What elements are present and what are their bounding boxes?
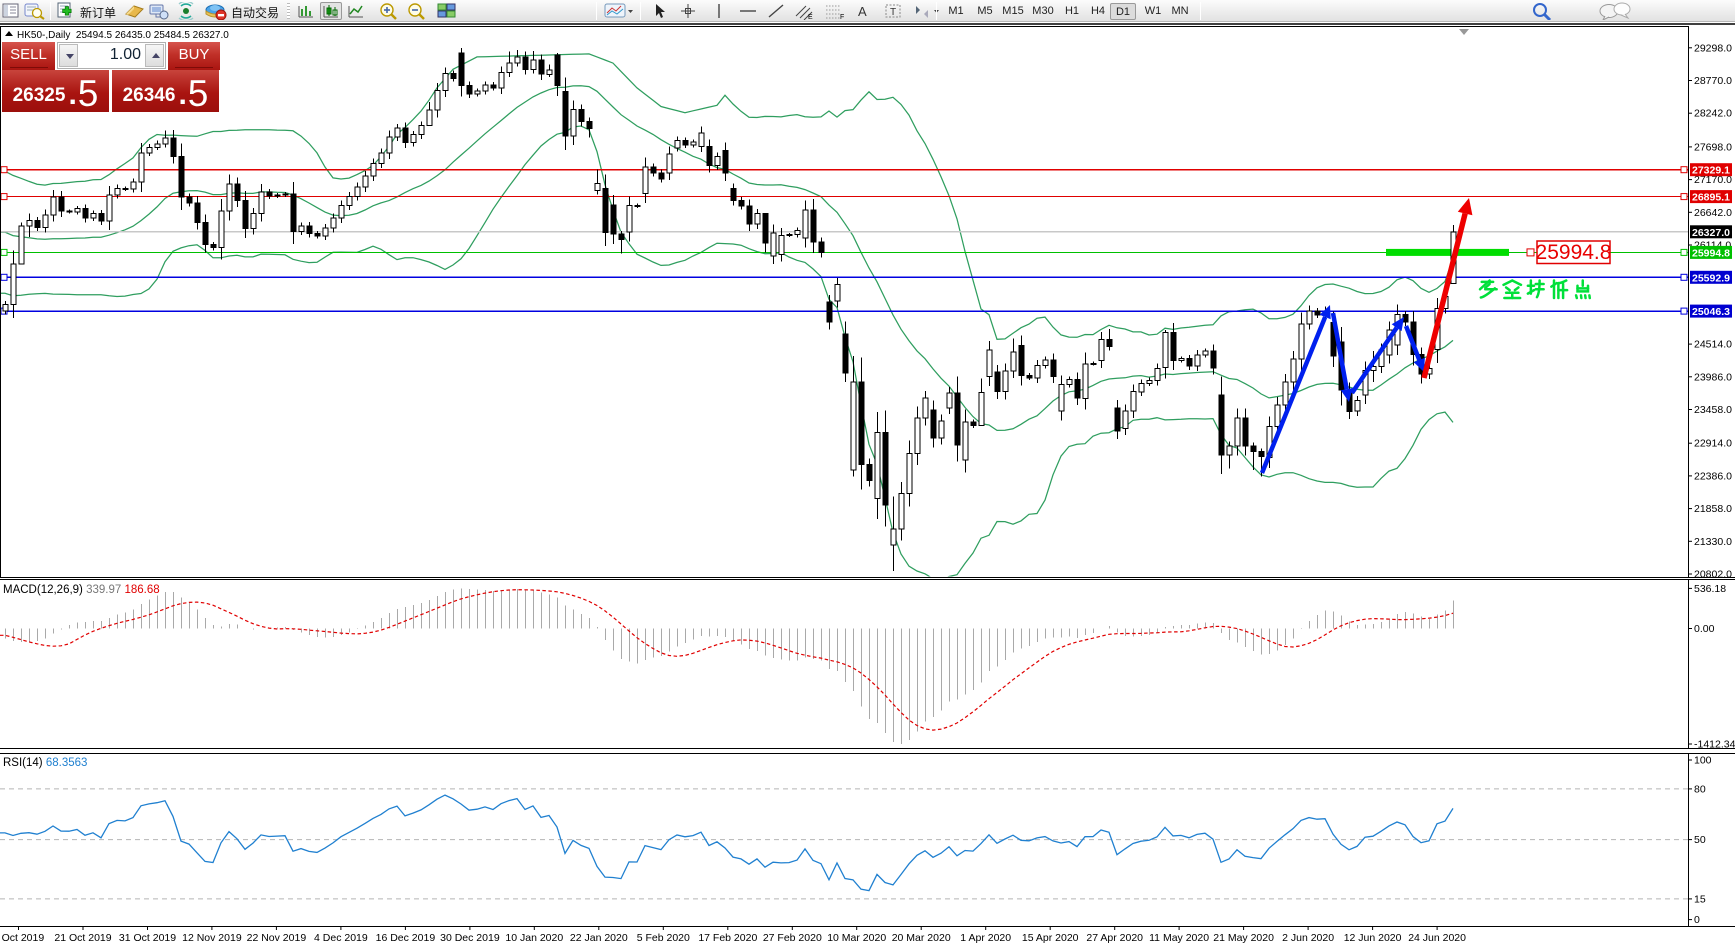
svg-text:24 Jun 2020: 24 Jun 2020 — [1408, 932, 1466, 944]
svg-text:30 Dec 2019: 30 Dec 2019 — [440, 932, 500, 944]
svg-text:22 Jan 2020: 22 Jan 2020 — [570, 932, 628, 944]
svg-text:9 Oct 2019: 9 Oct 2019 — [0, 932, 44, 944]
svg-text:27329.1: 27329.1 — [1692, 165, 1730, 177]
svg-text:26895.1: 26895.1 — [1692, 192, 1730, 204]
svg-text:100: 100 — [1694, 755, 1712, 767]
svg-text:15 Apr 2020: 15 Apr 2020 — [1022, 932, 1079, 944]
svg-text:20 Mar 2020: 20 Mar 2020 — [892, 932, 951, 944]
svg-text:F: F — [840, 14, 844, 20]
svg-text:15: 15 — [1694, 893, 1706, 905]
svg-text:HK50-,Daily 25494.5 26435.0 2: HK50-,Daily 25494.5 26435.0 25484.5 2632… — [17, 30, 229, 41]
svg-text:12 Jun 2020: 12 Jun 2020 — [1344, 932, 1402, 944]
svg-text:E: E — [808, 14, 813, 20]
svg-text:MACD(12,26,9) 339.97 186.68: MACD(12,26,9) 339.97 186.68 — [3, 584, 160, 596]
svg-text:29298.0: 29298.0 — [1694, 42, 1732, 54]
svg-text:RSI(14) 68.3563: RSI(14) 68.3563 — [3, 757, 87, 769]
svg-text:80: 80 — [1694, 783, 1706, 795]
svg-text:0: 0 — [1694, 914, 1700, 926]
svg-text:25592.9: 25592.9 — [1692, 272, 1730, 284]
svg-text:27170.0: 27170.0 — [1694, 174, 1732, 186]
svg-text:27 Apr 2020: 27 Apr 2020 — [1086, 932, 1143, 944]
svg-text:21858.0: 21858.0 — [1694, 503, 1732, 515]
svg-text:T: T — [890, 7, 896, 18]
svg-text:25046.3: 25046.3 — [1692, 306, 1730, 318]
svg-text:26327.0: 26327.0 — [1692, 227, 1730, 239]
svg-text:11 May 2020: 11 May 2020 — [1149, 932, 1209, 944]
svg-text:5 Feb 2020: 5 Feb 2020 — [637, 932, 690, 944]
svg-text:16 Dec 2019: 16 Dec 2019 — [376, 932, 436, 944]
svg-text:50: 50 — [1694, 834, 1706, 846]
svg-text:10 Mar 2020: 10 Mar 2020 — [827, 932, 886, 944]
svg-text:12 Nov 2019: 12 Nov 2019 — [182, 932, 242, 944]
svg-text:22386.0: 22386.0 — [1694, 470, 1732, 482]
svg-text:21 May 2020: 21 May 2020 — [1213, 932, 1274, 944]
svg-text:27698.0: 27698.0 — [1694, 141, 1732, 153]
svg-text:4 Dec 2019: 4 Dec 2019 — [314, 932, 368, 944]
svg-text:23986.0: 23986.0 — [1694, 371, 1732, 383]
svg-text:28242.0: 28242.0 — [1694, 108, 1732, 120]
svg-text:26642.0: 26642.0 — [1694, 207, 1732, 219]
svg-text:22 Nov 2019: 22 Nov 2019 — [247, 932, 307, 944]
svg-text:-1412.34: -1412.34 — [1694, 739, 1735, 751]
svg-text:10 Jan 2020: 10 Jan 2020 — [505, 932, 563, 944]
svg-text:0.00: 0.00 — [1694, 623, 1715, 635]
svg-text:25994.8: 25994.8 — [1692, 247, 1730, 259]
svg-text:31 Oct 2019: 31 Oct 2019 — [119, 932, 176, 944]
svg-text:17 Feb 2020: 17 Feb 2020 — [698, 932, 757, 944]
svg-text:2 Jun 2020: 2 Jun 2020 — [1282, 932, 1334, 944]
svg-text:28770.0: 28770.0 — [1694, 75, 1732, 87]
svg-text:25994.8: 25994.8 — [1536, 241, 1612, 264]
svg-text:24514.0: 24514.0 — [1694, 339, 1732, 351]
svg-text:21 Oct 2019: 21 Oct 2019 — [54, 932, 111, 944]
svg-text:536.18: 536.18 — [1694, 583, 1726, 595]
svg-text:1 Apr 2020: 1 Apr 2020 — [960, 932, 1011, 944]
svg-text:22914.0: 22914.0 — [1694, 438, 1732, 450]
svg-text:27 Feb 2020: 27 Feb 2020 — [763, 932, 822, 944]
svg-text:21330.0: 21330.0 — [1694, 536, 1732, 548]
svg-text:23458.0: 23458.0 — [1694, 404, 1732, 416]
svg-text:20802.0: 20802.0 — [1694, 569, 1732, 581]
